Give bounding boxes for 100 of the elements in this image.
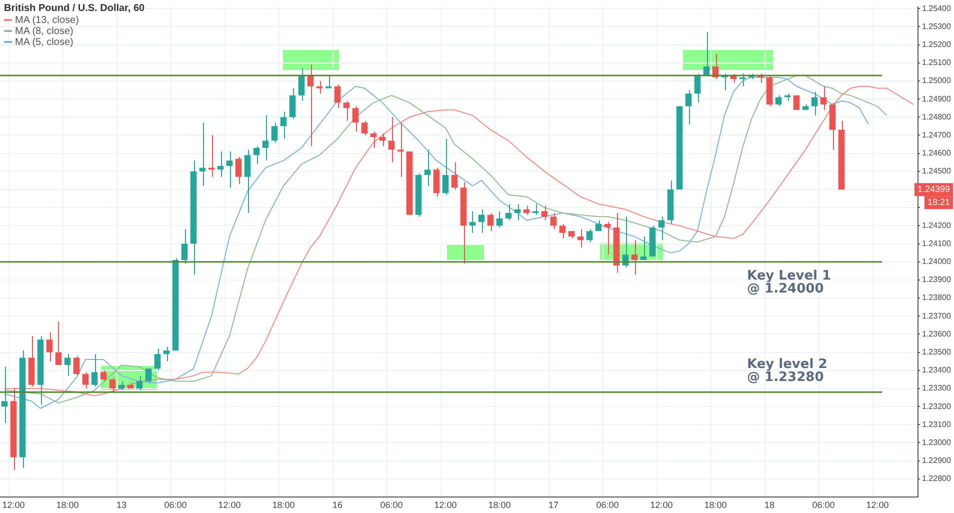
x-tick-label: 18:00 [272,500,295,510]
y-tick-label: 1.23700 [922,311,952,320]
candlestick [163,346,170,362]
legend-label: MA (8, close) [15,26,74,37]
candlestick [514,203,521,221]
candlestick [280,111,287,140]
candlestick [352,106,359,132]
candlestick [577,228,584,248]
candlestick [604,222,611,256]
y-tick-label: 1.23300 [922,384,952,393]
y-tick-label: 1.25200 [922,40,952,49]
candlestick [91,354,98,388]
candlestick [244,149,251,214]
x-tick-label: 13 [116,500,127,510]
legend-label: MA (13, close) [15,15,79,26]
candlestick [289,88,296,120]
candlestick [550,212,557,230]
y-tick-label: 1.25100 [922,58,952,68]
candlestick [253,146,260,165]
candlestick [496,210,503,228]
candlestick [298,68,305,102]
annotation: 1.24399 [917,184,950,194]
candlestick [532,203,539,216]
candlestick [181,228,188,264]
candlestick [658,216,665,241]
x-tick-label: 18:00 [56,500,79,510]
y-tick-label: 1.23200 [922,402,952,411]
candlestick [775,94,782,107]
y-tick-label: 1.23600 [922,329,952,338]
candlestick [469,210,476,234]
x-tick-label: 06:00 [380,500,403,510]
candlestick [361,120,368,136]
candlestick [541,205,548,221]
candlestick [631,240,638,276]
candlestick [1,366,8,424]
y-tick-label: 1.22800 [922,474,952,484]
y-tick-label: 1.22900 [922,456,952,466]
candlestick [397,122,404,178]
candlestick [820,86,827,110]
candlestick [109,377,116,393]
candlestick [118,380,125,391]
y-tick-label: 1.24700 [922,130,952,140]
y-tick-label: 1.25400 [922,4,952,13]
y-tick-label: 1.24200 [922,220,952,230]
x-tick-label: 12:00 [2,500,25,510]
candlestick [136,375,143,391]
y-tick-label: 1.23100 [922,420,952,429]
y-tick-label: 1.24800 [922,112,952,122]
candlestick [271,122,278,143]
candlestick [343,100,350,122]
y-tick-label: 1.24100 [922,238,952,248]
y-tick-label: 1.25300 [922,22,952,31]
x-tick-label: 17 [548,500,559,510]
y-tick-label: 1.23500 [922,347,952,356]
x-tick-label: 12:00 [434,500,457,510]
candlestick [145,368,152,384]
candlestick [46,332,53,362]
candlestick [82,372,89,389]
y-tick-label: 1.24000 [922,257,952,266]
candlestick [334,84,341,109]
candlestick [811,91,818,116]
candlestick [379,132,386,147]
y-tick-label: 1.23900 [922,275,952,284]
x-tick-label: 06:00 [812,500,835,510]
candlestick [388,116,395,163]
candlestick [199,122,206,186]
candlestick [640,236,647,261]
x-tick-label: 18:00 [488,500,511,510]
candlestick [433,167,440,198]
x-tick-label: 12:00 [866,500,889,510]
candlestick [793,94,800,110]
y-tick-label: 1.23000 [922,438,952,447]
ref-line-label: Key level 2 @ 1.23280 [747,356,828,385]
candlestick [370,131,377,148]
candlestick [217,151,224,178]
x-tick-label: 12:00 [218,500,241,510]
ref-line-label: Key Level 1 @ 1.24000 [747,268,832,297]
candlestick [442,138,449,196]
candlestick [262,114,269,162]
y-tick-label: 1.23800 [922,293,952,302]
candlestick [478,208,485,234]
candlestick [226,151,233,188]
y-tick-label: 1.24900 [922,94,952,104]
candlestick [154,348,161,371]
candlestick [505,203,512,221]
candlestick [55,321,62,366]
y-tick-label: 1.25000 [922,76,952,86]
y-tick-label: 1.23400 [922,366,952,375]
candlestick [424,149,431,186]
x-tick-label: 12:00 [650,500,673,510]
candlestick [100,370,107,382]
x-tick-label: 16 [332,500,343,510]
x-tick-label: 18 [764,500,775,510]
candlestick [451,162,458,190]
x-tick-label: 18:00 [704,500,727,510]
text: 18:21 [927,197,950,208]
x-tick-label: 06:00 [596,500,619,510]
candlestick [64,354,71,376]
x-tick-label: 06:00 [164,500,187,510]
candlestick [73,355,80,376]
